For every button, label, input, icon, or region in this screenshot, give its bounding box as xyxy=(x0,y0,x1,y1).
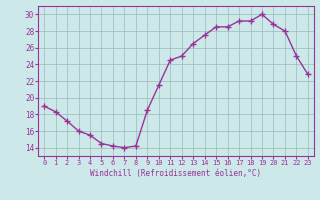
X-axis label: Windchill (Refroidissement éolien,°C): Windchill (Refroidissement éolien,°C) xyxy=(91,169,261,178)
